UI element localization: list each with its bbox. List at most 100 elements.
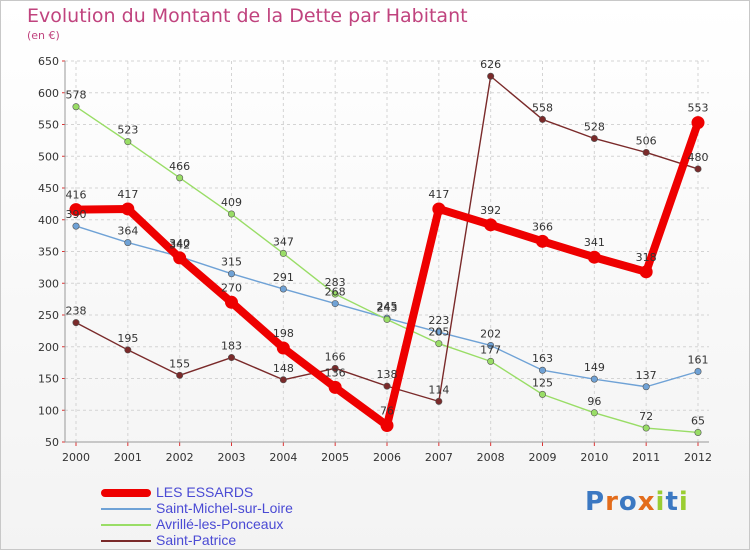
data-label-les-essards: 366 xyxy=(532,220,553,233)
y-tick-label: 550 xyxy=(38,119,59,132)
data-point-saint-patrice xyxy=(72,319,80,327)
data-point-saint-patrice xyxy=(435,397,443,405)
brand-letter: i xyxy=(655,487,666,517)
data-label-avrill-les-ponceaux: 283 xyxy=(325,276,346,289)
data-point-avrill-les-ponceaux xyxy=(176,174,184,182)
data-point-les-essards xyxy=(536,234,549,248)
data-label-saint-patrice: 114 xyxy=(428,383,449,396)
data-label-saint-michel-sur-loire: 268 xyxy=(325,286,346,299)
y-tick-label: 600 xyxy=(38,87,59,100)
data-label-layer: 390 364 342 315 291 268 245 223 202 163 149 137 161 5… xyxy=(66,58,709,427)
data-label-saint-patrice: 506 xyxy=(636,134,657,147)
data-label-avrill-les-ponceaux: 65 xyxy=(691,414,705,427)
data-point-saint-michel-sur-loire xyxy=(124,239,132,247)
data-point-saint-michel-sur-loire xyxy=(435,328,443,336)
data-label-saint-patrice: 195 xyxy=(117,332,138,345)
data-point-les-essards xyxy=(276,341,290,355)
data-label-saint-michel-sur-loire: 223 xyxy=(428,314,449,327)
x-tick-label: 2006 xyxy=(373,451,401,464)
data-label-saint-patrice: 480 xyxy=(688,151,709,164)
data-label-les-essards: 76 xyxy=(380,404,394,417)
legend-swatch-saint-patrice xyxy=(101,540,151,542)
data-point-saint-michel-sur-loire xyxy=(694,368,702,376)
data-point-les-essards xyxy=(69,203,83,217)
legend-label-avrille-les-ponceaux: Avrillé-les-Ponceaux xyxy=(156,516,284,532)
data-point-avrill-les-ponceaux xyxy=(279,249,287,257)
data-point-avrill-les-ponceaux xyxy=(72,103,80,111)
data-point-avrill-les-ponceaux xyxy=(487,357,495,365)
x-tick-label: 2001 xyxy=(114,451,142,464)
data-point-saint-michel-sur-loire xyxy=(538,366,546,374)
data-label-les-essards: 318 xyxy=(636,251,657,264)
y-tick-label: 250 xyxy=(38,309,59,322)
data-point-saint-patrice xyxy=(124,346,132,354)
data-point-les-essards xyxy=(173,251,187,265)
data-label-saint-patrice: 148 xyxy=(273,362,294,375)
x-tick-label: 2012 xyxy=(684,451,712,464)
x-tick-label: 2000 xyxy=(62,451,90,464)
x-tick-label: 2011 xyxy=(632,451,660,464)
data-label-les-essards: 136 xyxy=(325,366,346,379)
data-label-saint-patrice: 183 xyxy=(221,340,242,353)
data-label-avrill-les-ponceaux: 72 xyxy=(639,410,653,423)
data-label-avrill-les-ponceaux: 466 xyxy=(169,160,190,173)
data-label-saint-patrice: 138 xyxy=(377,368,398,381)
brand-letter: o xyxy=(618,487,638,517)
legend-label-les-essards: LES ESSARDS xyxy=(156,484,254,500)
data-point-les-essards xyxy=(691,116,705,130)
data-point-les-essards xyxy=(380,418,394,432)
data-point-saint-michel-sur-loire xyxy=(487,341,495,349)
data-label-saint-michel-sur-loire: 390 xyxy=(66,208,87,221)
y-tick-label: 100 xyxy=(38,404,59,417)
data-point-saint-patrice xyxy=(694,165,702,173)
legend-swatch-avrille-les-ponceaux xyxy=(101,524,151,526)
y-tick-label: 400 xyxy=(38,214,59,227)
x-tick-label: 2003 xyxy=(218,451,246,464)
data-label-avrill-les-ponceaux: 409 xyxy=(221,196,242,209)
data-label-saint-michel-sur-loire: 291 xyxy=(273,271,294,284)
data-label-avrill-les-ponceaux: 347 xyxy=(273,235,294,248)
data-label-les-essards: 417 xyxy=(428,188,449,201)
data-point-les-essards xyxy=(225,295,238,309)
data-label-avrill-les-ponceaux: 177 xyxy=(480,343,501,356)
data-label-saint-patrice: 528 xyxy=(584,120,605,133)
data-label-avrill-les-ponceaux: 96 xyxy=(587,395,601,408)
data-point-saint-patrice xyxy=(538,115,546,123)
data-label-saint-patrice: 166 xyxy=(325,350,346,363)
data-point-les-essards xyxy=(121,202,135,216)
y-tick-label: 200 xyxy=(38,341,59,354)
data-label-les-essards: 392 xyxy=(480,204,501,217)
data-point-les-essards xyxy=(328,380,342,394)
y-tick-label: 450 xyxy=(38,182,59,195)
y-tick-label: 350 xyxy=(38,246,59,259)
data-label-saint-michel-sur-loire: 137 xyxy=(636,369,657,382)
y-tick-label: 50 xyxy=(45,436,59,449)
data-label-les-essards: 340 xyxy=(169,237,190,250)
data-point-les-essards xyxy=(484,218,498,232)
data-label-les-essards: 198 xyxy=(273,327,294,340)
brand-letter: r xyxy=(605,487,619,517)
brand-letter: t xyxy=(665,487,679,517)
axis-layer: 50 100 150 200 250 300 350 400 450 500 550 600 650 20… xyxy=(38,55,712,464)
y-tick-label: 300 xyxy=(38,277,59,290)
data-point-saint-michel-sur-loire xyxy=(279,285,287,293)
data-point-saint-michel-sur-loire xyxy=(228,270,236,278)
data-label-saint-patrice: 558 xyxy=(532,101,553,114)
x-tick-label: 2004 xyxy=(269,451,297,464)
data-label-les-essards: 416 xyxy=(66,189,87,202)
data-point-saint-patrice xyxy=(228,354,236,362)
y-tick-label: 500 xyxy=(38,150,59,163)
chart-subtitle: (en €) xyxy=(27,29,60,42)
y-tick-label: 650 xyxy=(38,55,59,68)
x-tick-label: 2008 xyxy=(477,451,505,464)
data-label-avrill-les-ponceaux: 523 xyxy=(117,124,138,137)
data-label-les-essards: 341 xyxy=(584,236,605,249)
data-label-saint-michel-sur-loire: 161 xyxy=(688,354,709,367)
data-point-avrill-les-ponceaux xyxy=(383,315,391,323)
data-label-saint-patrice: 155 xyxy=(169,357,190,370)
data-label-saint-patrice: 626 xyxy=(480,58,501,71)
data-point-saint-michel-sur-loire xyxy=(331,300,339,308)
data-point-saint-patrice xyxy=(642,148,650,156)
data-point-avrill-les-ponceaux xyxy=(642,424,650,432)
data-label-avrill-les-ponceaux: 205 xyxy=(428,326,449,339)
